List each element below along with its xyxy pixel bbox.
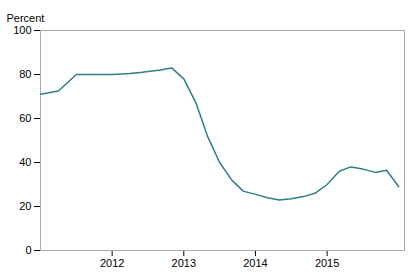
svg-text:100: 100: [13, 24, 31, 36]
svg-text:2012: 2012: [100, 257, 124, 269]
svg-text:2013: 2013: [172, 257, 196, 269]
svg-text:60: 60: [19, 112, 31, 124]
svg-text:40: 40: [19, 156, 31, 168]
svg-text:0: 0: [25, 244, 31, 256]
svg-text:2014: 2014: [243, 257, 267, 269]
svg-text:Percent: Percent: [7, 12, 45, 24]
svg-text:20: 20: [19, 200, 31, 212]
svg-text:80: 80: [19, 68, 31, 80]
svg-text:2015: 2015: [315, 257, 339, 269]
